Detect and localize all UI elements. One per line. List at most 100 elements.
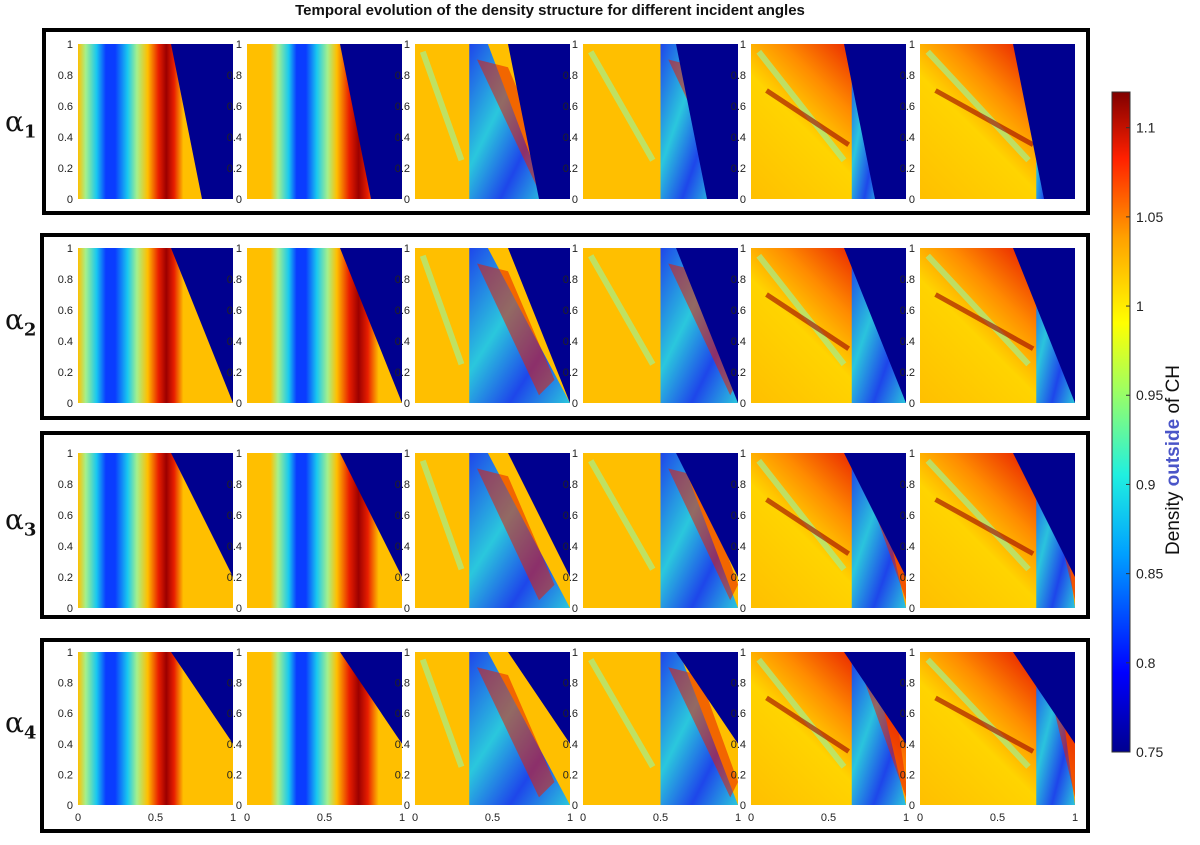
y-tick-label: 0.6 (900, 101, 915, 113)
y-tick-label: 0.2 (731, 163, 746, 175)
y-tick-label: 0.4 (563, 132, 578, 144)
wake-line (756, 253, 847, 367)
y-tick-label: 1 (909, 243, 915, 255)
y-tick-label: 0.6 (731, 305, 746, 317)
y-tick-label: 1 (67, 39, 73, 51)
compression-streak (668, 263, 738, 396)
y-tick-label: 1 (67, 243, 73, 255)
panel-r1-c4: 0 0.2 0.4 0.6 0.8 1 (563, 39, 738, 206)
colorbar-label-highlight: outside (1163, 418, 1184, 487)
y-tick-label: 0 (236, 398, 242, 410)
y-tick-label: 0.2 (58, 367, 73, 379)
coronal-hole (508, 44, 570, 199)
coronal-hole (171, 453, 233, 577)
colorbar-label-suffix: of CH (1163, 364, 1184, 419)
y-tick-label: 0.6 (563, 510, 578, 522)
y-tick-label: 0 (67, 603, 73, 615)
wake-line (588, 658, 656, 769)
y-tick-label: 0 (404, 398, 410, 410)
panel-r1-c6: 0 0.2 0.4 0.6 0.8 1 (900, 39, 1075, 206)
shock-line (934, 695, 1035, 754)
y-tick-label: 0 (236, 800, 242, 812)
y-tick-label: 0.6 (731, 101, 746, 113)
y-tick-label: 0.4 (731, 132, 746, 144)
coronal-hole (340, 44, 402, 199)
colorbar-tick-label: 0.75 (1136, 744, 1163, 760)
y-tick-label: 0.6 (227, 305, 242, 317)
y-tick-label: 0.6 (900, 708, 915, 720)
compression-streak (477, 468, 555, 601)
y-tick-label: 0.6 (563, 305, 578, 317)
y-tick-label: 0.4 (58, 739, 73, 751)
panel-r1-c1: 0 0.2 0.4 0.6 0.8 1 (58, 39, 233, 206)
y-tick-label: 0 (404, 194, 410, 206)
y-tick-label: 0.8 (563, 479, 578, 491)
y-tick-label: 0.2 (227, 769, 242, 781)
y-tick-label: 0.2 (395, 769, 410, 781)
y-tick-label: 0.2 (563, 769, 578, 781)
wake-line (925, 49, 1031, 163)
y-tick-label: 0 (909, 398, 915, 410)
y-tick-label: 0.4 (227, 739, 242, 751)
depletion-region (851, 652, 906, 805)
y-tick-label: 0.8 (395, 479, 410, 491)
y-tick-label: 0.2 (395, 163, 410, 175)
y-tick-label: 0.8 (58, 274, 73, 286)
coronal-hole (676, 44, 738, 199)
y-tick-label: 0 (909, 603, 915, 615)
y-tick-label: 0 (740, 603, 746, 615)
x-tick-label: 0 (244, 812, 250, 824)
y-tick-label: 0.6 (395, 101, 410, 113)
y-tick-label: 1 (67, 647, 73, 659)
colorbar-label: Density outside of CH (1163, 365, 1185, 555)
y-tick-label: 1 (572, 647, 578, 659)
y-tick-label: 0 (572, 800, 578, 812)
x-tick-label: 0.5 (653, 812, 668, 824)
x-tick-label: 1 (903, 812, 909, 824)
panel-r3-c3: 0 0.2 0.4 0.6 0.8 1 (395, 448, 570, 615)
y-tick-label: 0.8 (227, 274, 242, 286)
x-tick-label: 0 (580, 812, 586, 824)
y-tick-label: 0.8 (900, 678, 915, 690)
coronal-hole (1013, 453, 1075, 577)
y-tick-label: 0 (572, 194, 578, 206)
row-frame-alpha3 (40, 431, 1090, 619)
wake-line (419, 254, 465, 366)
y-tick-label: 0 (404, 800, 410, 812)
y-tick-label: 1 (404, 39, 410, 51)
panel-r4-c2: 00.20.40.60.810 0.5 1 (227, 647, 405, 824)
panel-r1-c2: 0 0.2 0.4 0.6 0.8 1 (227, 39, 402, 206)
row-label-alpha3: α3 (5, 503, 36, 541)
y-tick-label: 0 (909, 194, 915, 206)
coronal-hole (508, 248, 570, 403)
y-tick-label: 0.8 (58, 678, 73, 690)
y-tick-label: 0.6 (900, 305, 915, 317)
y-tick-label: 0.2 (395, 572, 410, 584)
x-tick-label: 0 (412, 812, 418, 824)
row-label-alpha1-base: α (5, 105, 24, 138)
y-tick-label: 1 (909, 39, 915, 51)
colorbar-tick-label: 0.8 (1136, 655, 1156, 671)
y-tick-label: 0.8 (227, 479, 242, 491)
y-tick-label: 0.2 (227, 572, 242, 584)
y-tick-label: 1 (572, 39, 578, 51)
y-tick-label: 1 (404, 647, 410, 659)
compression-streak (668, 667, 738, 798)
y-tick-label: 0 (236, 603, 242, 615)
row-label-alpha1-sub: 1 (23, 121, 37, 143)
panel-r4-c5: 00.20.40.60.810 0.5 1 (731, 647, 909, 824)
y-tick-label: 0.6 (58, 305, 73, 317)
y-tick-label: 0.6 (395, 708, 410, 720)
y-tick-label: 0.6 (58, 708, 73, 720)
y-tick-label: 0.8 (58, 70, 73, 82)
wake-line (756, 49, 847, 163)
panel-r3-c6: 0 0.2 0.4 0.6 0.8 1 (900, 448, 1075, 615)
shock-line (765, 695, 851, 754)
y-tick-label: 1 (909, 647, 915, 659)
coronal-hole (844, 44, 906, 199)
panel-r3-c4: 0 0.2 0.4 0.6 0.8 1 (563, 448, 738, 615)
y-tick-label: 0.6 (58, 101, 73, 113)
y-tick-label: 0.4 (900, 336, 915, 348)
row-label-alpha2-base: α (5, 303, 24, 336)
